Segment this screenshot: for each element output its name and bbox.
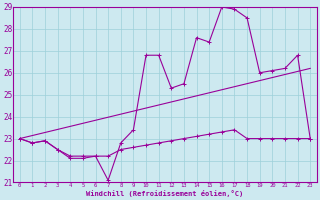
- X-axis label: Windchill (Refroidissement éolien,°C): Windchill (Refroidissement éolien,°C): [86, 190, 244, 197]
